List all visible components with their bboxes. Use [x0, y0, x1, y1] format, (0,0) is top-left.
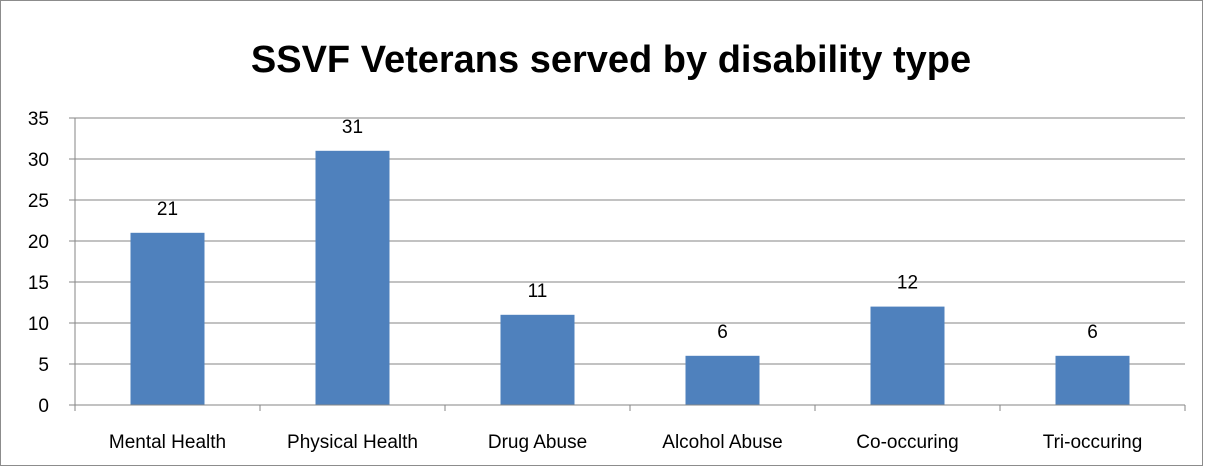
x-tick-label: Co-occuring — [856, 432, 958, 453]
y-tick-label: 25 — [28, 191, 49, 212]
gridlines — [75, 117, 1185, 365]
y-tick-label: 5 — [38, 355, 49, 376]
bar-mental-health — [130, 232, 205, 405]
data-label: 11 — [528, 281, 548, 302]
bar-tri-occuring — [1055, 355, 1130, 405]
x-tick-label: Mental Health — [109, 432, 226, 453]
x-tick-label: Tri-occuring — [1043, 432, 1143, 453]
bar-alcohol-abuse — [685, 355, 760, 405]
y-tick-label: 10 — [28, 314, 49, 335]
bar-drug-abuse — [500, 314, 575, 405]
x-tick-label: Physical Health — [287, 432, 418, 453]
data-labels: 21 31 11 6 12 6 — [157, 117, 1098, 343]
y-tick-label: 0 — [38, 396, 49, 417]
y-tick-label: 20 — [28, 232, 49, 253]
x-tick-label: Drug Abuse — [488, 432, 587, 453]
bar-physical-health — [315, 150, 390, 405]
y-tick-label: 30 — [28, 150, 49, 171]
data-label: 21 — [157, 199, 178, 220]
y-tick-label: 15 — [28, 273, 49, 294]
bar-co-occuring — [870, 306, 945, 405]
bars — [130, 150, 1130, 405]
data-label: 31 — [342, 117, 363, 138]
axes: 0 5 10 15 20 25 30 35 Mental Health Physical Heal… — [28, 109, 1186, 453]
x-tick-label: Alcohol Abuse — [662, 432, 782, 453]
y-tick-label: 35 — [28, 109, 49, 130]
chart-title: SSVF Veterans served by disability type — [251, 39, 971, 81]
data-label: 12 — [897, 273, 918, 294]
data-label: 6 — [1087, 322, 1098, 343]
data-label: 6 — [717, 322, 728, 343]
